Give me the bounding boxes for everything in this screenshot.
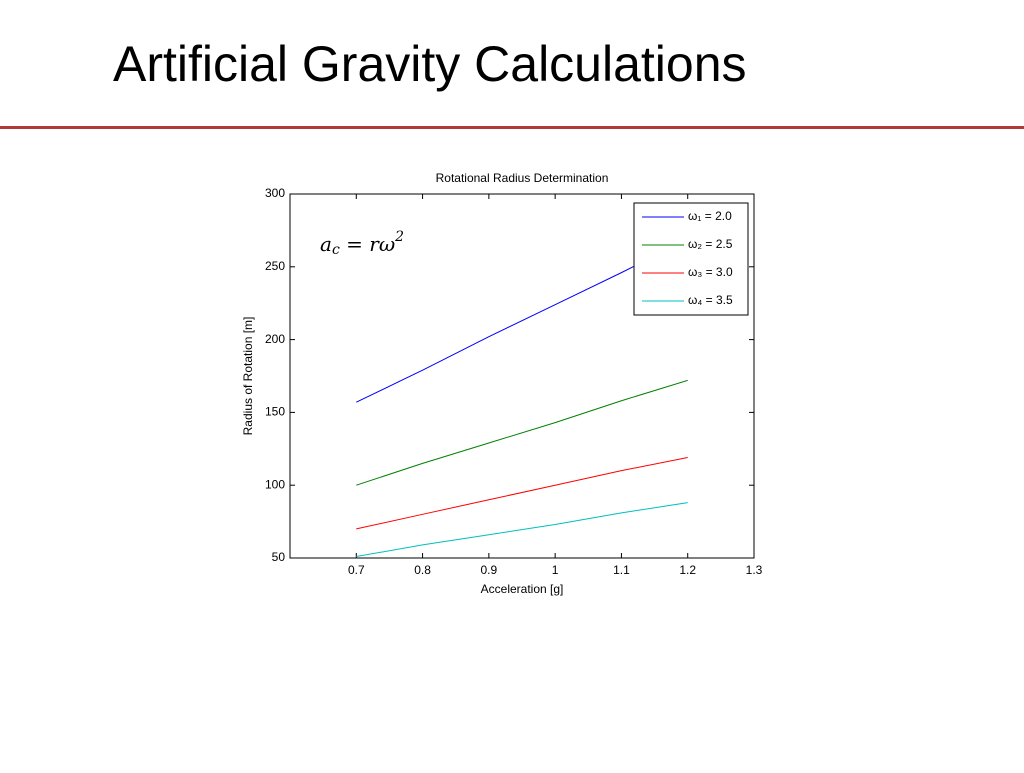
- legend-box: [633, 202, 749, 316]
- x-tick-label: 0.9: [481, 563, 498, 577]
- annotation-part: c: [332, 242, 340, 258]
- chart-title: Rotational Radius Determination: [436, 171, 609, 185]
- series-line: [356, 502, 688, 558]
- y-tick-label: 250: [265, 259, 285, 273]
- series-line: [356, 238, 688, 403]
- legend-label: ω₄ = 3.5: [688, 293, 733, 307]
- y-tick-label: 150: [265, 405, 285, 419]
- y-axis-label: Radius of Rotation [m]: [241, 317, 255, 436]
- series-line: [356, 457, 688, 530]
- x-tick-label: 1.2: [679, 563, 696, 577]
- x-axis-label: Acceleration [g]: [481, 582, 564, 596]
- x-tick-label: 0.7: [348, 563, 365, 577]
- y-tick-label: 200: [265, 332, 285, 346]
- legend: ω₁ = 2.0 ω₂ = 2.5 ω₃ = 3.0 ω₄ = 3.5: [633, 202, 749, 316]
- series-line: [356, 379, 688, 486]
- y-tick-label: 300: [265, 186, 285, 200]
- legend-label: ω₂ = 2.5: [688, 237, 733, 251]
- annotation-part: 2: [394, 229, 404, 245]
- annotation: ac = rω2: [320, 229, 404, 258]
- x-tick-label: 1: [552, 563, 559, 577]
- annotation-part: a: [320, 232, 332, 256]
- legend-label: ω₁ = 2.0: [688, 209, 732, 223]
- divider: [0, 126, 1024, 129]
- y-tick-label: 100: [265, 477, 285, 491]
- x-tick-label: 1.1: [613, 563, 630, 577]
- slide-title: Artificial Gravity Calculations: [113, 36, 747, 92]
- annotation-part: = rω: [340, 232, 395, 256]
- y-tick-label: 50: [272, 550, 286, 564]
- legend-label: ω₃ = 3.0: [688, 265, 733, 279]
- x-tick-label: 1.3: [746, 563, 763, 577]
- x-tick-label: 0.8: [414, 563, 431, 577]
